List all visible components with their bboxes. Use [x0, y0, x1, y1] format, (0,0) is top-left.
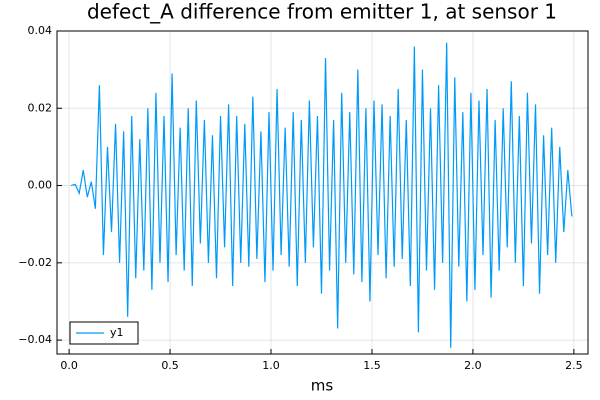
legend-label: y1: [110, 326, 124, 339]
chart-title: defect_A difference from emitter 1, at s…: [87, 0, 557, 24]
plot-frame: [56, 30, 589, 355]
x-axis-label: ms: [311, 377, 334, 395]
x-tick-label: 2.5: [565, 359, 583, 372]
x-tick-label: 0.5: [161, 359, 179, 372]
x-tick-label: 2.0: [464, 359, 482, 372]
y-tick-label: −0.02: [18, 256, 52, 269]
data-line: [70, 42, 573, 348]
x-tick-label: 1.0: [262, 359, 280, 372]
y-tick-label: 0.04: [28, 24, 53, 37]
x-tick-label: 1.5: [363, 359, 381, 372]
x-tick-label: 0.0: [60, 359, 78, 372]
y-tick-label: −0.04: [18, 333, 52, 346]
y-tick-label: 0.00: [28, 179, 53, 192]
y-tick-label: 0.02: [28, 101, 53, 114]
